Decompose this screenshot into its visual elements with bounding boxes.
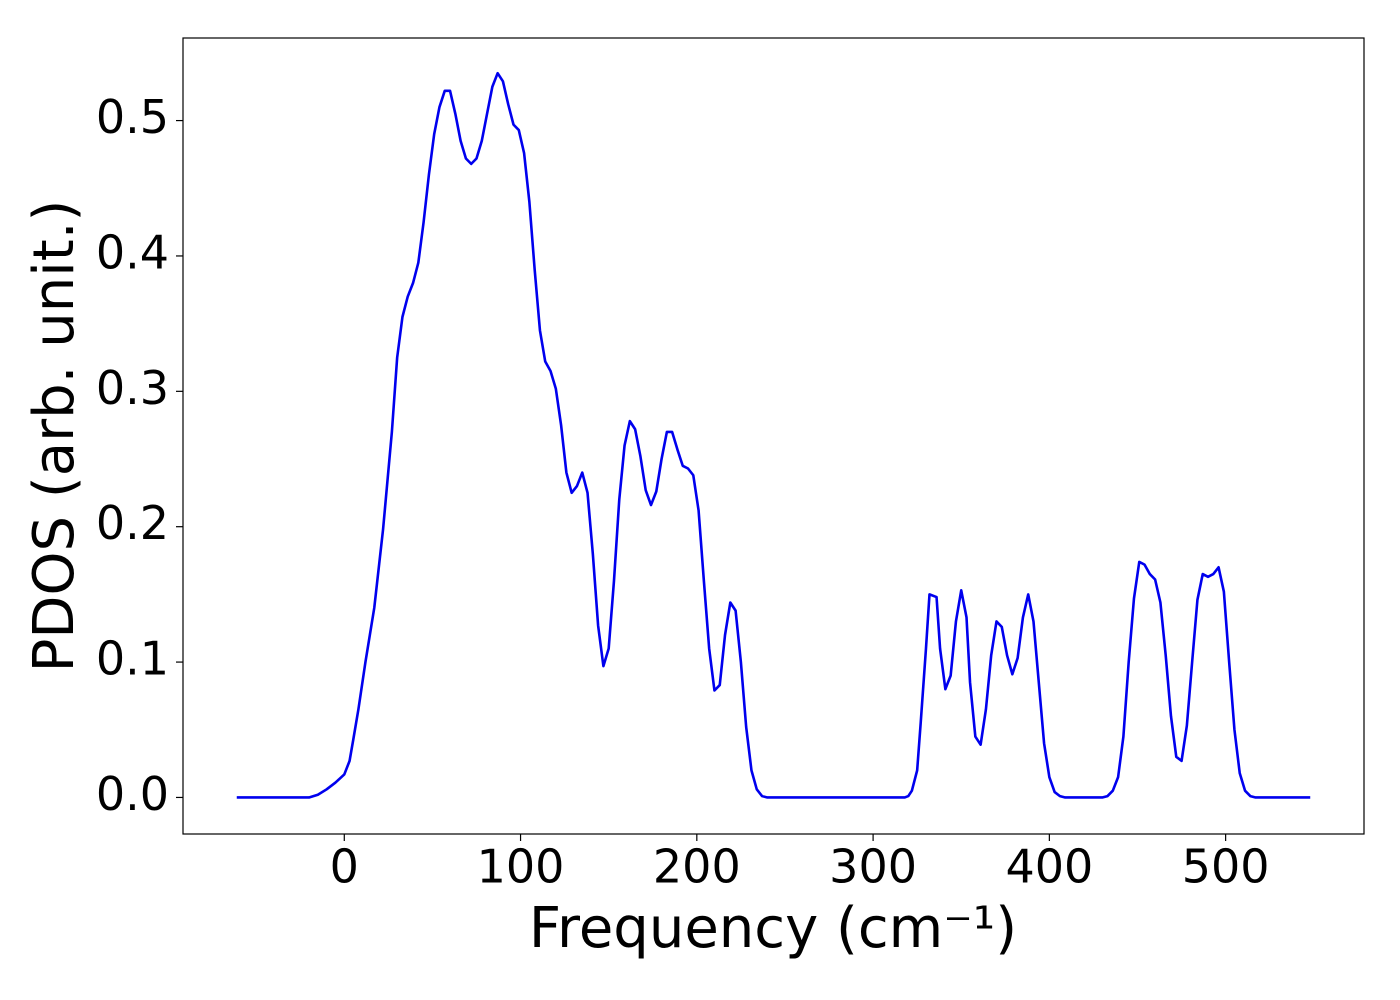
y-tick-label: 0.1 [96, 632, 169, 686]
x-tick-label: 300 [829, 840, 917, 894]
x-tick-label: 500 [1182, 840, 1270, 894]
y-tick-label: 0.4 [96, 225, 169, 279]
y-axis-label: PDOS (arb. unit.) [22, 200, 87, 673]
plot-frame [182, 37, 1365, 835]
x-tick-label: 200 [653, 840, 741, 894]
x-axis-label: Frequency (cm⁻¹) [529, 896, 1017, 961]
y-tick-label: 0.3 [96, 361, 169, 415]
y-tick-label: 0.5 [96, 90, 169, 144]
y-tick-label: 0.2 [96, 496, 169, 550]
x-tick-label: 400 [1005, 840, 1093, 894]
x-tick-label: 0 [330, 840, 359, 894]
data-line [236, 71, 1311, 799]
x-tick-label: 100 [477, 840, 565, 894]
y-tick-label: 0.0 [96, 767, 169, 821]
